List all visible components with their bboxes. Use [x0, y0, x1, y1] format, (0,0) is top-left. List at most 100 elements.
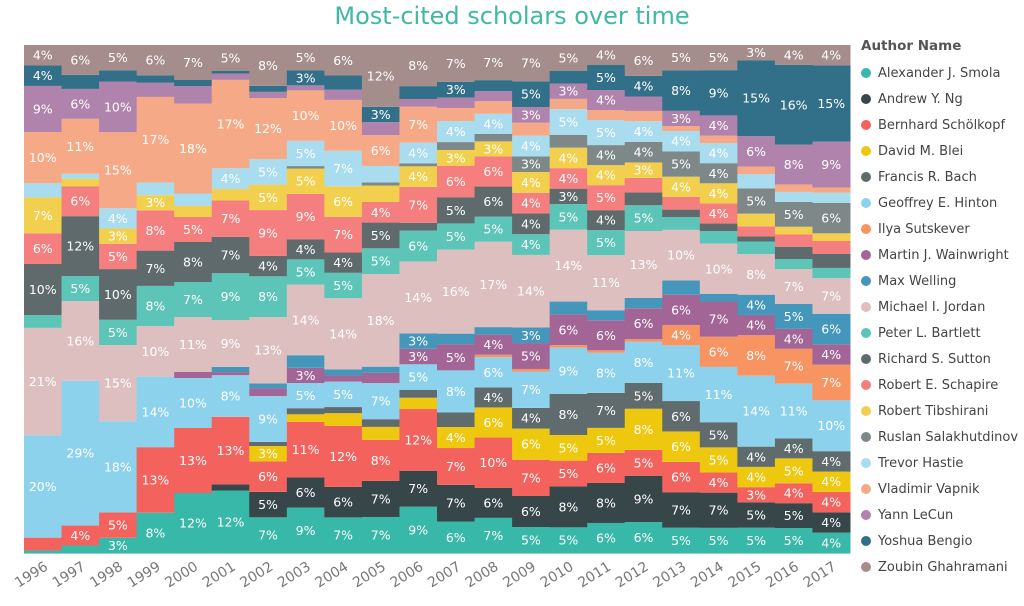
bar-segment[interactable]	[136, 96, 175, 183]
bar-segment[interactable]	[174, 86, 213, 104]
bar-segment[interactable]	[324, 413, 363, 426]
bar-segment[interactable]	[136, 45, 175, 76]
bar-segment[interactable]	[399, 333, 438, 349]
bar-segment[interactable]	[361, 165, 400, 183]
bar-segment[interactable]	[24, 131, 63, 184]
bar-segment[interactable]	[549, 168, 588, 189]
bar-segment[interactable]	[286, 85, 325, 91]
bar-segment[interactable]	[249, 276, 288, 318]
bar-segment[interactable]	[361, 222, 400, 249]
legend-item[interactable]: Robert Tibshirani	[861, 398, 1018, 424]
bar-segment[interactable]	[136, 195, 175, 211]
bar-segment[interactable]	[174, 242, 213, 282]
bar-segment[interactable]	[99, 537, 138, 553]
legend-item[interactable]: Martin J. Wainwright	[861, 242, 1018, 268]
bar-segment[interactable]	[549, 98, 588, 110]
bar-segment[interactable]	[61, 45, 100, 75]
bar-segment[interactable]	[624, 339, 663, 342]
bar-segment[interactable]	[361, 201, 400, 223]
bar-segment[interactable]	[24, 45, 63, 66]
bar-segment[interactable]	[812, 471, 851, 492]
bar-segment[interactable]	[136, 376, 175, 448]
bar-segment[interactable]	[324, 272, 363, 299]
bar-segment[interactable]	[399, 142, 438, 164]
bar-segment[interactable]	[211, 320, 250, 367]
bar-segment[interactable]	[474, 241, 513, 328]
legend-item[interactable]: David M. Blei	[861, 138, 1018, 164]
bar-segment[interactable]	[737, 226, 776, 237]
bar-segment[interactable]	[136, 285, 175, 327]
bar-segment[interactable]	[512, 81, 551, 108]
bar-segment[interactable]	[249, 461, 288, 492]
bar-segment[interactable]	[737, 375, 776, 447]
bar-segment[interactable]	[99, 228, 138, 244]
bar-segment[interactable]	[99, 132, 138, 209]
bar-segment[interactable]	[174, 45, 213, 80]
bar-segment[interactable]	[324, 216, 363, 253]
bar-segment[interactable]	[136, 75, 175, 83]
bar-segment[interactable]	[774, 246, 813, 260]
bar-segment[interactable]	[399, 506, 438, 553]
bar-segment[interactable]	[512, 192, 551, 214]
bar-segment[interactable]	[24, 537, 63, 551]
bar-segment[interactable]	[549, 188, 588, 205]
bar-segment[interactable]	[812, 253, 851, 268]
bar-segment[interactable]	[286, 70, 325, 86]
bar-segment[interactable]	[737, 502, 776, 528]
bar-segment[interactable]	[174, 193, 213, 207]
bar-segment[interactable]	[24, 183, 63, 198]
bar-segment[interactable]	[549, 345, 588, 348]
bar-segment[interactable]	[512, 527, 551, 553]
bar-segment[interactable]	[324, 150, 363, 187]
bar-segment[interactable]	[624, 205, 663, 231]
bar-segment[interactable]	[437, 249, 476, 334]
bar-segment[interactable]	[399, 222, 438, 231]
bar-segment[interactable]	[61, 216, 100, 277]
bar-segment[interactable]	[699, 366, 738, 423]
bar-segment[interactable]	[774, 144, 813, 185]
bar-segment[interactable]	[624, 475, 663, 523]
bar-segment[interactable]	[211, 73, 250, 80]
bar-segment[interactable]	[24, 327, 63, 436]
bar-segment[interactable]	[437, 484, 476, 522]
bar-segment[interactable]	[699, 243, 738, 294]
bar-segment[interactable]	[61, 178, 100, 187]
bar-segment[interactable]	[211, 236, 250, 274]
bar-segment[interactable]	[361, 248, 400, 275]
bar-segment[interactable]	[587, 350, 626, 353]
bar-segment[interactable]	[61, 186, 100, 217]
bar-segment[interactable]	[211, 375, 250, 417]
bar-segment[interactable]	[174, 80, 213, 86]
bar-segment[interactable]	[587, 145, 626, 166]
bar-segment[interactable]	[361, 372, 400, 384]
bar-segment[interactable]	[699, 422, 738, 448]
bar-segment[interactable]	[624, 162, 663, 178]
bar-segment[interactable]	[249, 396, 288, 442]
bar-segment[interactable]	[211, 484, 250, 491]
bar-segment[interactable]	[24, 263, 63, 316]
bar-segment[interactable]	[774, 528, 813, 553]
bar-segment[interactable]	[812, 491, 851, 513]
bar-segment[interactable]	[286, 259, 325, 285]
bar-segment[interactable]	[399, 230, 438, 262]
bar-segment[interactable]	[587, 210, 626, 231]
bar-segment[interactable]	[737, 527, 776, 553]
bar-segment[interactable]	[399, 98, 438, 107]
bar-segment[interactable]	[549, 83, 588, 99]
bar-segment[interactable]	[474, 45, 513, 81]
bar-segment[interactable]	[587, 65, 626, 91]
bar-segment[interactable]	[99, 512, 138, 538]
legend-item[interactable]: Max Welling	[861, 268, 1018, 294]
bar-segment[interactable]	[699, 143, 738, 164]
bar-segment[interactable]	[324, 75, 363, 90]
bar-segment[interactable]	[361, 185, 400, 202]
bar-segment[interactable]	[361, 419, 400, 427]
bar-segment[interactable]	[512, 156, 551, 172]
bar-segment[interactable]	[249, 317, 288, 384]
bar-segment[interactable]	[624, 297, 663, 309]
bar-segment[interactable]	[737, 236, 776, 242]
bar-segment[interactable]	[474, 101, 513, 114]
bar-segment[interactable]	[549, 460, 588, 487]
bar-segment[interactable]	[437, 121, 476, 143]
bar-segment[interactable]	[399, 106, 438, 143]
